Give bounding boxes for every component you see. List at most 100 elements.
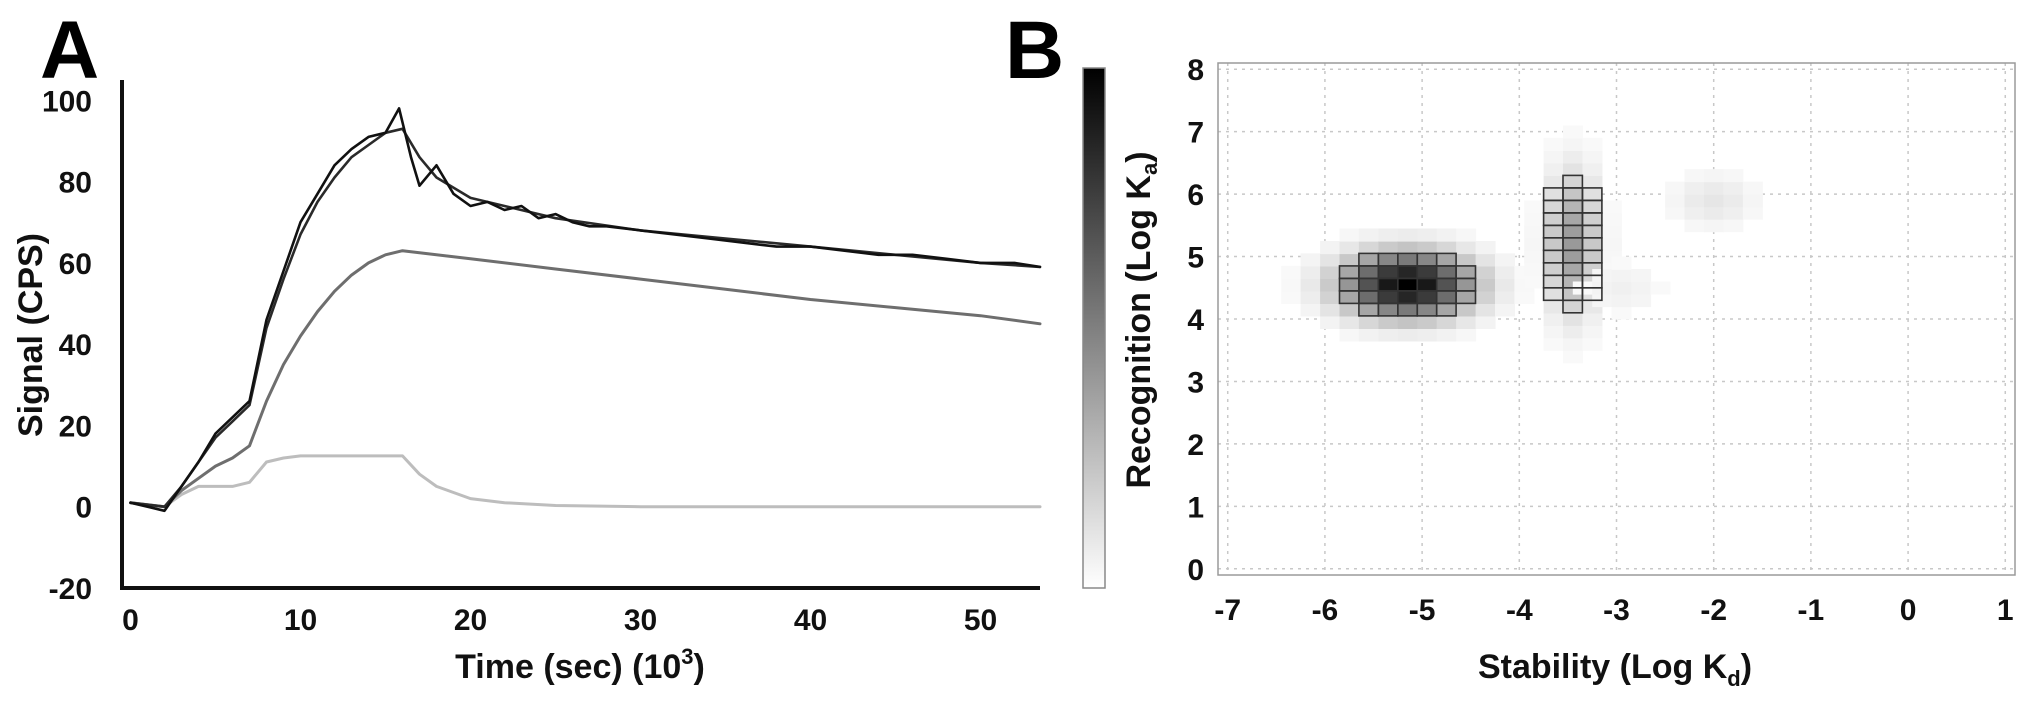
- heatmap-cell: [1563, 125, 1583, 139]
- heatmap-cell: [1378, 228, 1399, 242]
- panel-b-x-ticks: -7 -6 -5 -4 -3 -2 -1 0 1: [1214, 594, 2013, 627]
- heatmap-cell: [1475, 303, 1496, 317]
- panel-a-x-tick-label: 40: [794, 604, 827, 637]
- panel-b-x-tick-label: -1: [1798, 594, 1825, 627]
- panel-b-x-tick-label: -2: [1700, 594, 1727, 627]
- heatmap-cell: [1582, 150, 1603, 164]
- heatmap-cell: [1563, 262, 1583, 276]
- heatmap-cell: [1524, 200, 1545, 214]
- heatmap-cell: [1397, 253, 1418, 267]
- panel-b-y-title-main: Recognition (Log K: [1120, 175, 1158, 489]
- panel-b-x-axis-title: Stability (Log Kd): [1478, 648, 1752, 691]
- heatmap-cell: [1582, 237, 1603, 251]
- heatmap-cell: [1378, 241, 1399, 255]
- panel-a-y-tick-label: 0: [75, 492, 92, 525]
- heatmap-cell: [1563, 175, 1583, 189]
- heatmap-cell: [1723, 169, 1744, 183]
- panel-b-y-tick-label: 8: [1187, 54, 1204, 87]
- heatmap-cell: [1456, 303, 1477, 317]
- panel-b-x-tick-label: 1: [1997, 594, 2014, 627]
- panel-b-cell-outlines: [1338, 174, 1603, 317]
- heatmap-cell: [1397, 241, 1418, 255]
- panel-b-heatmap-cells: [1281, 125, 1763, 364]
- heatmap-cell: [1665, 181, 1686, 195]
- heatmap-cell: [1524, 262, 1545, 276]
- panel-b-y-title-sub: a: [1137, 162, 1162, 175]
- heatmap-cell: [1300, 278, 1321, 292]
- heatmap-cell: [1417, 303, 1438, 317]
- heatmap-cell: [1397, 303, 1418, 317]
- heatmap-cell: [1665, 194, 1686, 208]
- heatmap-cell: [1563, 187, 1583, 201]
- heatmap-cell: [1563, 200, 1583, 214]
- heatmap-cell: [1723, 206, 1744, 220]
- heatmap-cell: [1742, 181, 1763, 195]
- heatmap-cell-outline: [1435, 252, 1457, 267]
- heatmap-cell: [1684, 194, 1705, 208]
- panel-a-x-tick-label: 50: [964, 604, 997, 637]
- heatmap-cell: [1704, 206, 1724, 220]
- heatmap-cell: [1524, 275, 1545, 289]
- heatmap-cell: [1397, 328, 1418, 342]
- heatmap-cell: [1475, 315, 1496, 329]
- heatmap-cell: [1417, 315, 1438, 329]
- heatmap-cell: [1339, 278, 1360, 292]
- heatmap-cell: [1543, 162, 1564, 176]
- heatmap-cell: [1684, 206, 1705, 220]
- heatmap-cell: [1563, 225, 1583, 239]
- heatmap-cell: [1436, 265, 1457, 279]
- heatmap-cell: [1543, 337, 1564, 351]
- heatmap-cell: [1524, 237, 1545, 251]
- panel-b-x-title-close: ): [1741, 648, 1752, 686]
- heatmap-cell: [1475, 278, 1496, 292]
- panel-b-y-tick-label: 3: [1187, 366, 1204, 399]
- heatmap-cell: [1436, 253, 1457, 267]
- heatmap-cell-outline: [1455, 265, 1477, 280]
- heatmap-cell: [1358, 228, 1379, 242]
- heatmap-cell: [1582, 175, 1603, 189]
- heatmap-cell: [1358, 265, 1379, 279]
- heatmap-cell: [1495, 278, 1515, 292]
- heatmap-cell: [1723, 219, 1744, 233]
- heatmap-cell: [1665, 206, 1686, 220]
- heatmap-cell: [1543, 187, 1564, 201]
- heatmap-cell: [1582, 200, 1603, 214]
- heatmap-cell: [1456, 228, 1477, 242]
- panel-b-x-title-main: Stability (Log K: [1478, 648, 1728, 686]
- heatmap-cell: [1320, 315, 1341, 329]
- heatmap-cell: [1543, 300, 1564, 314]
- heatmap-cell: [1475, 253, 1496, 267]
- heatmap-cell: [1358, 315, 1379, 329]
- panel-b-label: B: [1005, 5, 1064, 96]
- heatmap-cell: [1339, 303, 1360, 317]
- heatmap-cell: [1543, 250, 1564, 264]
- heatmap-cell: [1543, 237, 1564, 251]
- heatmap-cell: [1436, 278, 1457, 292]
- heatmap-cell: [1495, 265, 1515, 279]
- panel-a-x-tick-label: 10: [284, 604, 317, 637]
- series-line-component-1: [129, 249, 1042, 509]
- heatmap-cell: [1563, 337, 1583, 351]
- heatmap-cell: [1417, 228, 1438, 242]
- panel-b-x-tick-label: -3: [1603, 594, 1630, 627]
- heatmap-cell: [1582, 250, 1603, 264]
- heatmap-cell: [1456, 328, 1477, 342]
- heatmap-cell: [1563, 350, 1583, 364]
- heatmap-cell: [1563, 150, 1583, 164]
- panel-a-y-tick-label: -20: [49, 573, 92, 606]
- heatmap-cell: [1611, 294, 1632, 308]
- heatmap-cell: [1742, 194, 1763, 208]
- heatmap-cell: [1417, 328, 1438, 342]
- heatmap-cell: [1582, 137, 1603, 151]
- heatmap-cell: [1300, 290, 1321, 304]
- heatmap-cell: [1723, 181, 1744, 195]
- heatmap-cell: [1339, 253, 1360, 267]
- heatmap-cell: [1358, 241, 1379, 255]
- heatmap-cell: [1320, 303, 1341, 317]
- heatmap-cell: [1601, 212, 1622, 226]
- heatmap-cell: [1436, 241, 1457, 255]
- heatmap-cell: [1563, 300, 1583, 314]
- heatmap-cell: [1601, 237, 1622, 251]
- panel-a-y-tick-label: 100: [42, 85, 92, 118]
- heatmap-cell: [1684, 181, 1705, 195]
